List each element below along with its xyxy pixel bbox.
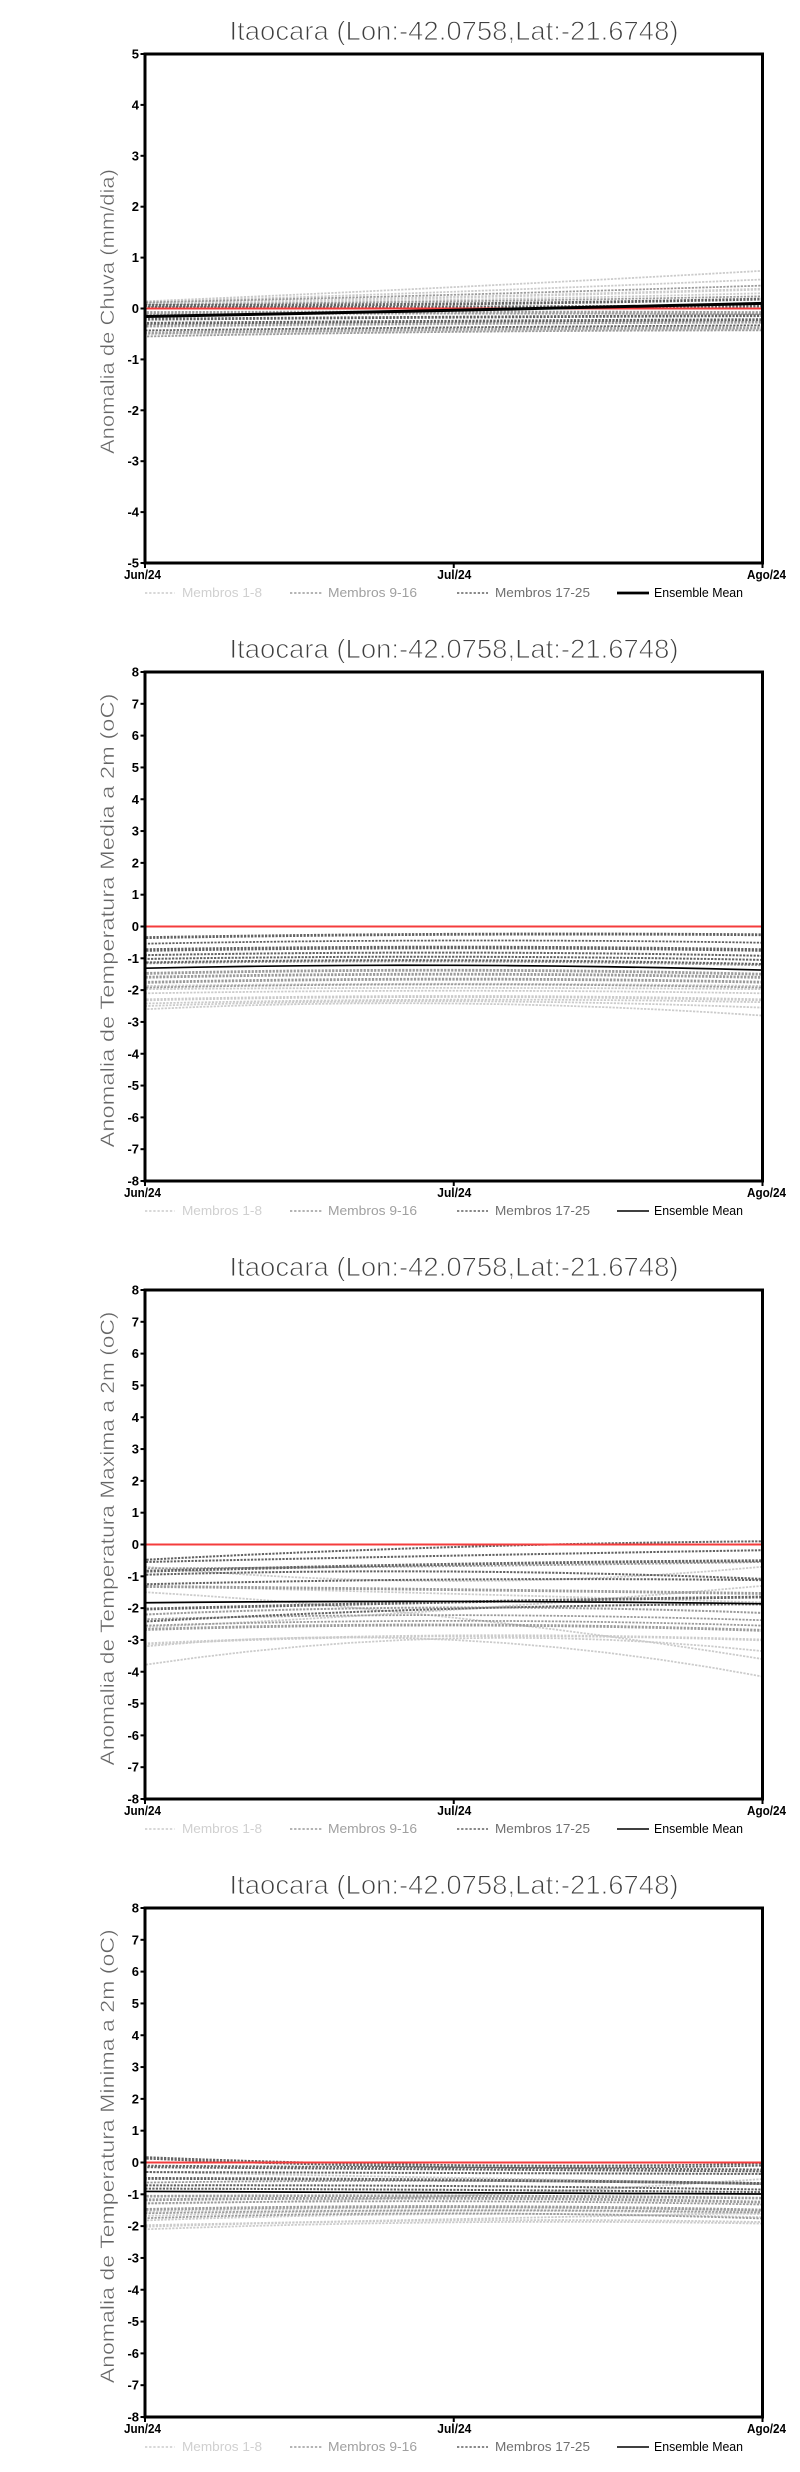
- svg-text:Membros 17-25: Membros 17-25: [495, 1204, 590, 1218]
- svg-text:Membros 9-16: Membros 9-16: [328, 1204, 417, 1218]
- svg-text:-2: -2: [127, 983, 139, 998]
- svg-text:-7: -7: [127, 1760, 139, 1775]
- svg-text:Ago/24: Ago/24: [747, 2421, 787, 2436]
- svg-text:6: 6: [132, 1964, 139, 1979]
- svg-text:-2: -2: [127, 403, 139, 418]
- svg-text:0: 0: [132, 2155, 139, 2170]
- svg-text:-3: -3: [127, 2250, 139, 2265]
- svg-text:3: 3: [132, 824, 139, 839]
- svg-text:Jul/24: Jul/24: [437, 2421, 472, 2436]
- svg-text:Jul/24: Jul/24: [437, 567, 472, 582]
- svg-text:Itaocara (Lon:-42.0758,Lat:-21: Itaocara (Lon:-42.0758,Lat:-21.6748): [230, 16, 679, 46]
- svg-text:Ensemble Mean: Ensemble Mean: [654, 586, 743, 600]
- svg-text:Ensemble Mean: Ensemble Mean: [654, 1204, 743, 1218]
- svg-text:Membros 1-8: Membros 1-8: [182, 2440, 262, 2454]
- svg-text:1: 1: [132, 1505, 139, 1520]
- svg-text:5: 5: [132, 760, 139, 775]
- svg-text:-5: -5: [127, 556, 139, 571]
- svg-text:-3: -3: [127, 1014, 139, 1029]
- svg-text:2: 2: [132, 1473, 139, 1488]
- svg-text:5: 5: [132, 1378, 139, 1393]
- svg-text:Anomalia de Temperatura Media: Anomalia de Temperatura Media a 2m (oC): [98, 694, 119, 1148]
- svg-text:0: 0: [132, 301, 139, 316]
- svg-text:Ago/24: Ago/24: [747, 1803, 787, 1818]
- svg-text:Ago/24: Ago/24: [747, 1185, 787, 1200]
- svg-text:Jul/24: Jul/24: [437, 1803, 472, 1818]
- svg-text:Membros 9-16: Membros 9-16: [328, 586, 417, 600]
- svg-text:-5: -5: [127, 1078, 139, 1093]
- svg-text:Itaocara (Lon:-42.0758,Lat:-21: Itaocara (Lon:-42.0758,Lat:-21.6748): [230, 1252, 679, 1282]
- svg-text:Itaocara (Lon:-42.0758,Lat:-21: Itaocara (Lon:-42.0758,Lat:-21.6748): [230, 634, 679, 664]
- svg-text:3: 3: [132, 148, 139, 163]
- svg-text:-3: -3: [127, 1632, 139, 1647]
- svg-text:1: 1: [132, 250, 139, 265]
- svg-text:0: 0: [132, 1537, 139, 1552]
- svg-text:7: 7: [132, 1314, 139, 1329]
- svg-text:-4: -4: [127, 2282, 139, 2297]
- svg-text:Jun/24: Jun/24: [124, 1803, 162, 1818]
- svg-text:Anomalia de Temperatura Minima: Anomalia de Temperatura Minima a 2m (oC): [98, 1929, 119, 2383]
- svg-text:4: 4: [132, 2028, 140, 2043]
- svg-text:3: 3: [132, 2060, 139, 2075]
- svg-text:-1: -1: [127, 1569, 139, 1584]
- svg-text:8: 8: [132, 1901, 139, 1916]
- svg-text:2: 2: [132, 2091, 139, 2106]
- svg-text:-4: -4: [127, 505, 139, 520]
- svg-text:-8: -8: [127, 1174, 139, 1189]
- svg-text:Membros 9-16: Membros 9-16: [328, 2440, 417, 2454]
- svg-text:Jun/24: Jun/24: [124, 567, 162, 582]
- svg-text:5: 5: [132, 1996, 139, 2011]
- svg-text:5: 5: [132, 47, 139, 62]
- svg-text:Membros 1-8: Membros 1-8: [182, 586, 262, 600]
- svg-text:Ensemble Mean: Ensemble Mean: [654, 2440, 743, 2454]
- svg-text:4: 4: [132, 1410, 140, 1425]
- svg-text:-7: -7: [127, 1142, 139, 1157]
- svg-text:Ago/24: Ago/24: [747, 567, 787, 582]
- svg-text:Jul/24: Jul/24: [437, 1185, 472, 1200]
- svg-text:4: 4: [132, 97, 140, 112]
- svg-text:-1: -1: [127, 352, 139, 367]
- svg-text:-6: -6: [127, 2346, 139, 2361]
- svg-text:Anomalia de Temperatura Maxima: Anomalia de Temperatura Maxima a 2m (oC): [98, 1312, 119, 1766]
- svg-text:6: 6: [132, 1346, 139, 1361]
- svg-text:3: 3: [132, 1442, 139, 1457]
- svg-text:2: 2: [132, 199, 139, 214]
- svg-text:Membros 1-8: Membros 1-8: [182, 1822, 262, 1836]
- svg-text:-5: -5: [127, 2314, 139, 2329]
- svg-text:-4: -4: [127, 1664, 139, 1679]
- svg-text:-3: -3: [127, 454, 139, 469]
- svg-text:-7: -7: [127, 2378, 139, 2393]
- svg-text:Membros 9-16: Membros 9-16: [328, 1822, 417, 1836]
- svg-text:1: 1: [132, 887, 139, 902]
- svg-text:Membros 17-25: Membros 17-25: [495, 586, 590, 600]
- svg-text:-2: -2: [127, 1601, 139, 1616]
- svg-text:Itaocara (Lon:-42.0758,Lat:-21: Itaocara (Lon:-42.0758,Lat:-21.6748): [230, 1870, 679, 1900]
- svg-text:-8: -8: [127, 1792, 139, 1807]
- svg-text:Jun/24: Jun/24: [124, 2421, 162, 2436]
- svg-text:-5: -5: [127, 1696, 139, 1711]
- svg-text:-2: -2: [127, 2219, 139, 2234]
- svg-text:2: 2: [132, 855, 139, 870]
- svg-text:8: 8: [132, 665, 139, 680]
- svg-text:Ensemble Mean: Ensemble Mean: [654, 1822, 743, 1836]
- svg-text:-6: -6: [127, 1110, 139, 1125]
- svg-text:6: 6: [132, 728, 139, 743]
- svg-text:Membros 17-25: Membros 17-25: [495, 2440, 590, 2454]
- svg-text:Membros 17-25: Membros 17-25: [495, 1822, 590, 1836]
- svg-text:1: 1: [132, 2123, 139, 2138]
- svg-text:-8: -8: [127, 2410, 139, 2425]
- svg-text:7: 7: [132, 1932, 139, 1947]
- svg-text:7: 7: [132, 696, 139, 711]
- svg-text:8: 8: [132, 1283, 139, 1298]
- svg-text:-1: -1: [127, 2187, 139, 2202]
- svg-text:Membros 1-8: Membros 1-8: [182, 1204, 262, 1218]
- svg-text:-6: -6: [127, 1728, 139, 1743]
- svg-text:Anomalia de Chuva (mm/dia): Anomalia de Chuva (mm/dia): [98, 169, 119, 454]
- svg-text:-4: -4: [127, 1046, 139, 1061]
- svg-text:0: 0: [132, 919, 139, 934]
- svg-text:-1: -1: [127, 951, 139, 966]
- svg-text:4: 4: [132, 792, 140, 807]
- svg-text:Jun/24: Jun/24: [124, 1185, 162, 1200]
